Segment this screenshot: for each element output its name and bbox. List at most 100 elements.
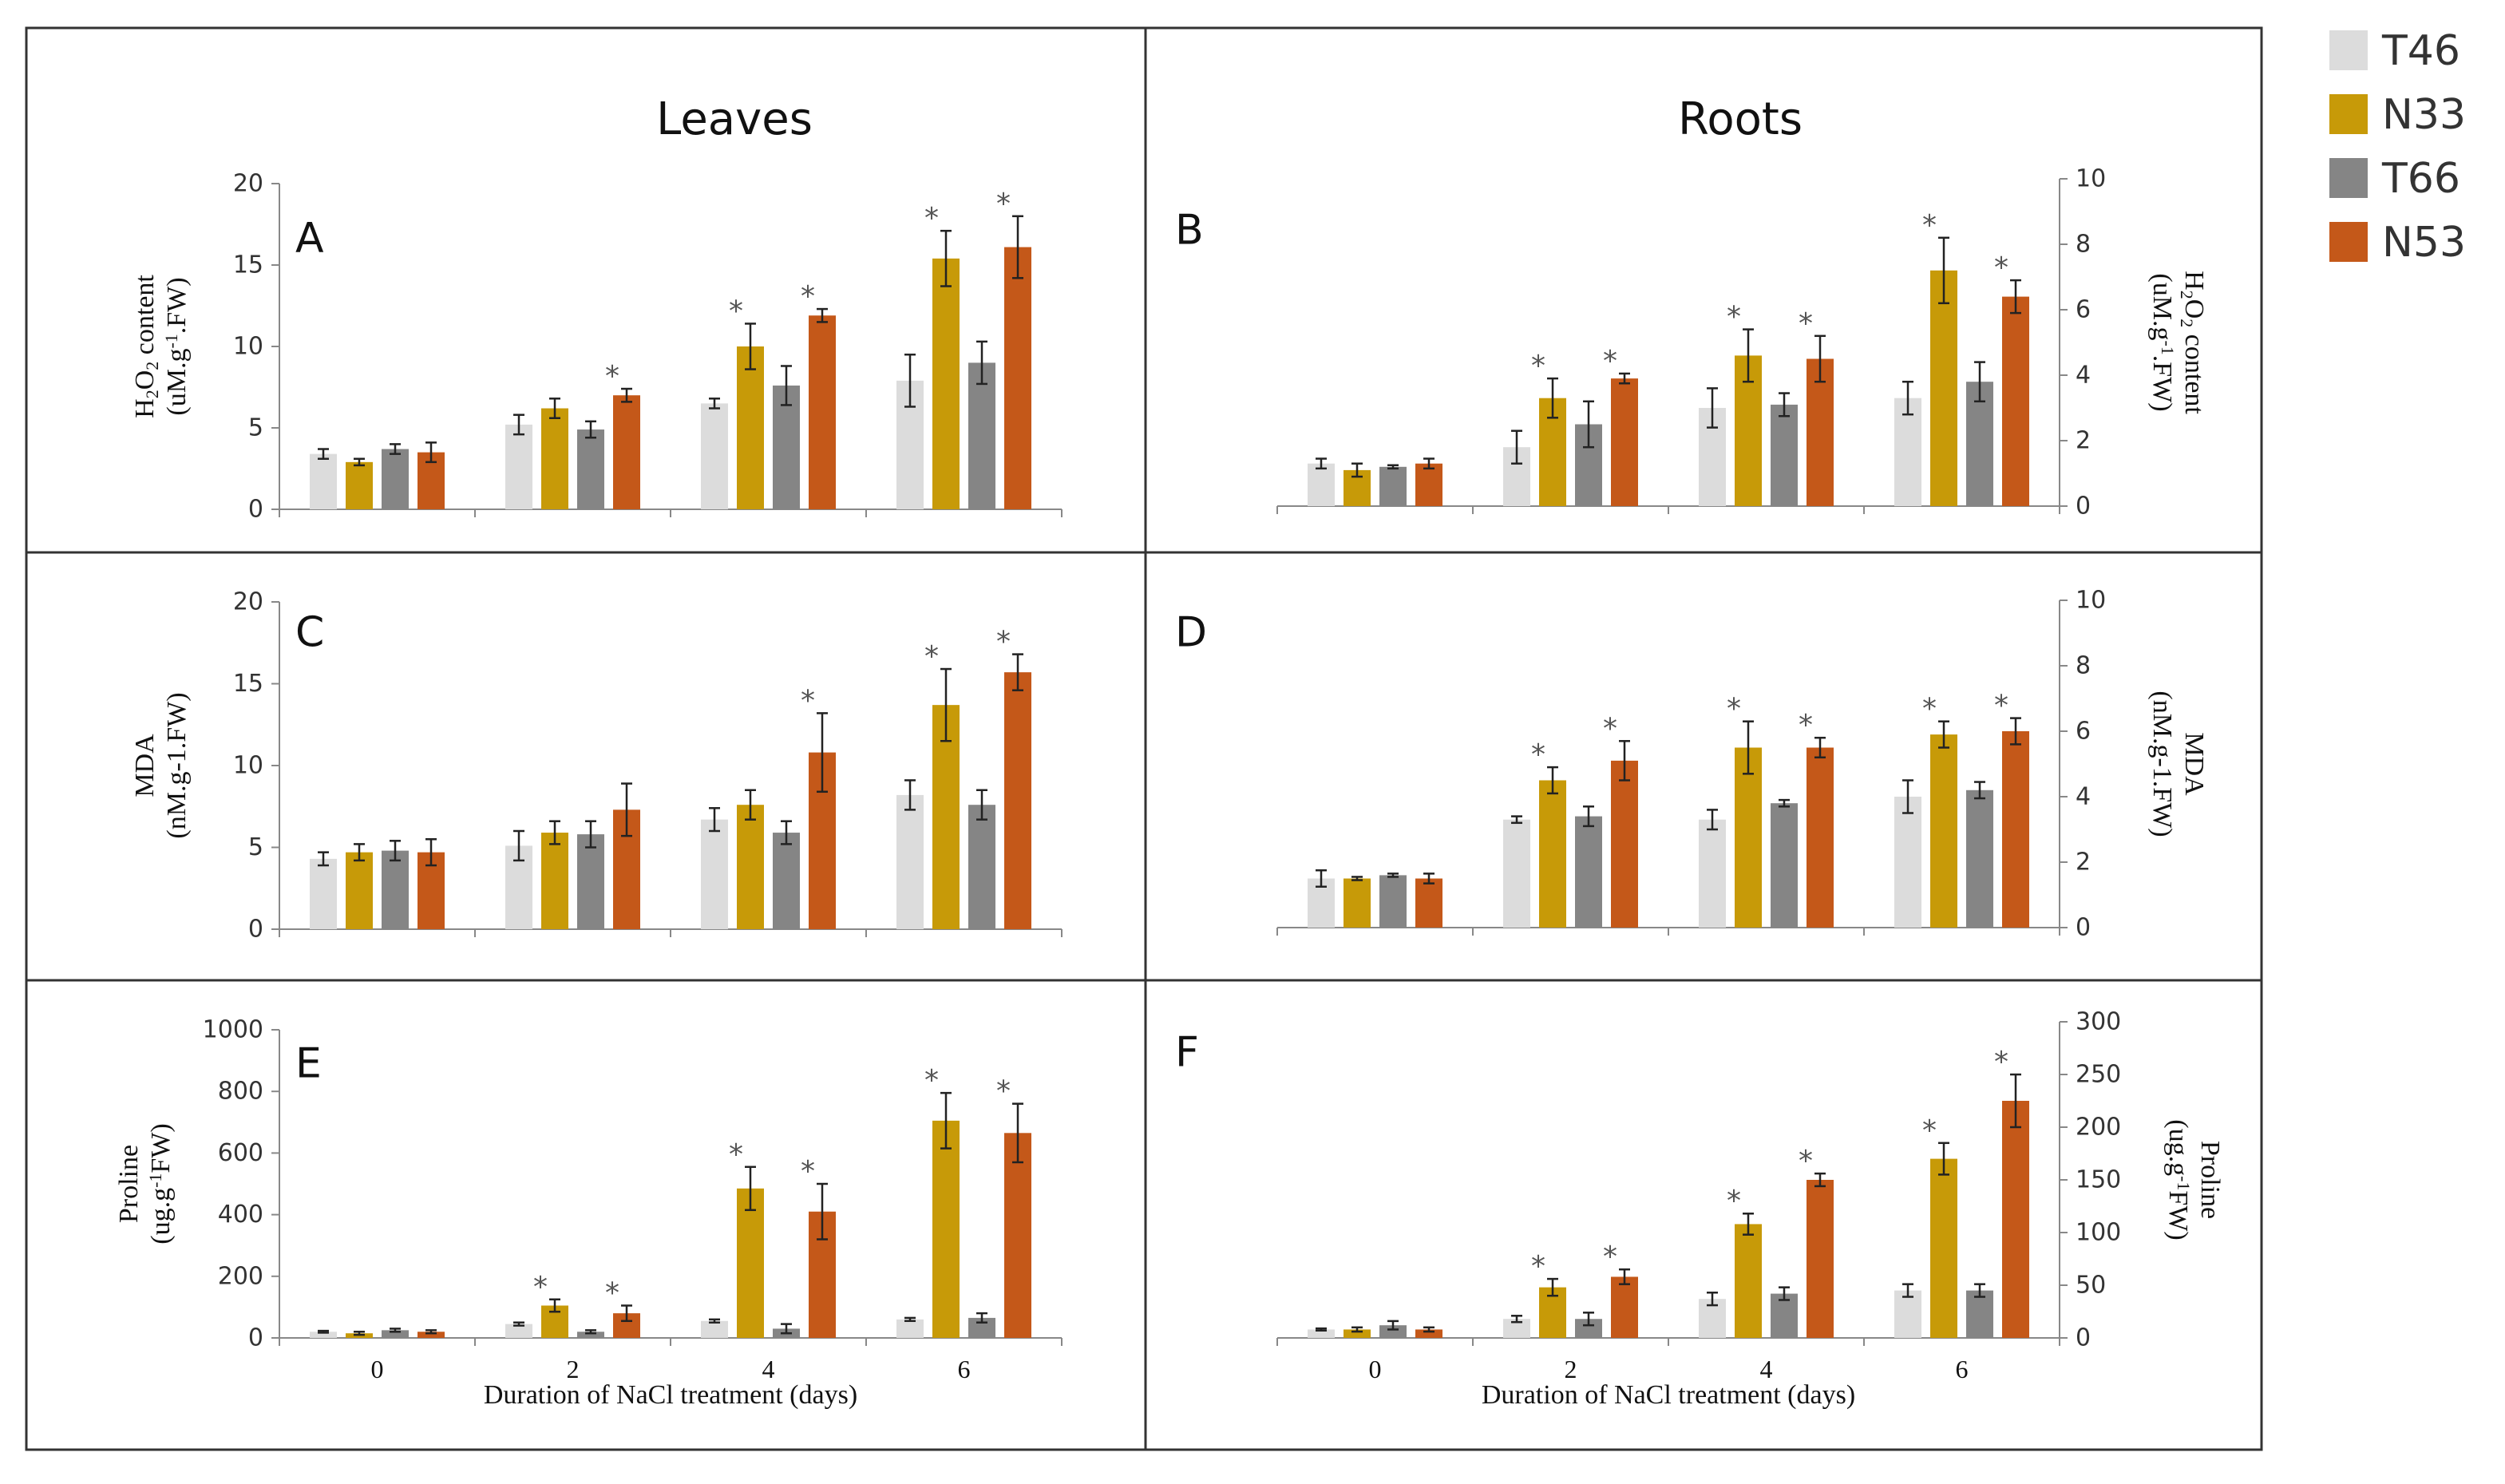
- panel-b-y-title: H2O2 content(uM.g-1.FW): [2147, 271, 2209, 414]
- panel-d-bar-t46-2: [1503, 819, 1530, 928]
- panel-d-y-tick-label: 2: [2076, 849, 2091, 877]
- panel-c-bar-t66-6: [968, 805, 995, 929]
- panel-a-y-title-line: H2O2 content: [130, 275, 162, 418]
- panel-d-y-title-line: (nM.g-1.FW): [2147, 691, 2177, 837]
- column-title-roots: Roots: [1678, 93, 1803, 145]
- panel-a-y-title-part: 2: [142, 362, 162, 370]
- panel-e-significance-marker: *: [605, 1276, 619, 1309]
- panel-d-y-tick-label: 6: [2076, 718, 2091, 746]
- panel-e-x-tick-label: 4: [762, 1355, 775, 1383]
- panel-e-x-title: Duration of NaCl treatment (days): [484, 1380, 857, 1410]
- panel-c-y-title-line: MDA: [130, 734, 160, 797]
- panel-f-significance-marker: *: [1531, 1250, 1545, 1283]
- panel-a-bar-n33-2: [541, 408, 568, 509]
- panel-a-y-tick-label: 5: [248, 414, 263, 442]
- panel-c-bar-n53-6: [1004, 672, 1031, 929]
- panel-e: E 0 200 400 600 800 1000 Proline (ug.g-1FW) 0 2 4 6 D…: [114, 1016, 1063, 1410]
- panel-b-bar-n53-6: [2002, 296, 2029, 506]
- panel-a-bar-t66-4: [773, 385, 800, 509]
- panel-a-bar-t46-4: [701, 403, 728, 509]
- panel-b-y-title-line: H2O2 content: [2178, 271, 2210, 414]
- panel-f-bar-n53-2: [1611, 1276, 1638, 1338]
- legend-swatch-t66: [2329, 158, 2368, 198]
- panel-f-bar-n53-4: [1807, 1180, 1834, 1338]
- panel-b-letter: B: [1175, 207, 1204, 255]
- panel-a-y-title-part: H: [130, 398, 160, 418]
- panel-e-y-title-part: FW): [146, 1123, 176, 1173]
- panel-e-y-tick-label: 1000: [203, 1016, 263, 1044]
- panel-c-bar-t46-6: [896, 794, 924, 929]
- panel-d-y-title-part: MDA: [2179, 732, 2209, 796]
- panel-d-significance-marker: *: [1727, 693, 1741, 726]
- panel-a-significance-marker: *: [996, 188, 1011, 220]
- panel-e-significance-marker: *: [729, 1138, 743, 1171]
- panel-f-y-tick-label: 100: [2076, 1219, 2121, 1247]
- panel-e-y-title-line: (ug.g-1FW): [145, 1123, 176, 1244]
- panel-f-y-title-line: Proline: [2195, 1141, 2225, 1219]
- panel-e-y-title-part: -1: [145, 1173, 165, 1188]
- panel-f-bar-t66-0: [1379, 1325, 1407, 1338]
- panel-e-bar-n33-4: [737, 1188, 764, 1338]
- panel-d-y-tick-label: 10: [2076, 587, 2106, 615]
- panel-f-significance-marker: *: [1922, 1114, 1937, 1147]
- panel-a-bar-n33-6: [932, 258, 960, 509]
- panel-d-bar-n33-6: [1930, 734, 1957, 928]
- panel-f-y-tick-label: 200: [2076, 1114, 2121, 1142]
- column-titles: Leaves Roots: [656, 93, 1803, 145]
- panel-b-significance-marker: *: [1799, 307, 1813, 340]
- panel-e-y-title: Proline (ug.g-1FW): [114, 1123, 176, 1244]
- panel-e-bar-t46-0: [310, 1332, 337, 1338]
- panel-e-bar-t66-0: [382, 1330, 409, 1338]
- panel-a-bar-n33-0: [346, 461, 373, 509]
- panel-e-letter: E: [295, 1040, 322, 1088]
- panel-a-y-title-part: -1: [161, 334, 181, 348]
- panel-a-y-tick-label: 15: [233, 251, 263, 279]
- panel-c-y-tick-label: 10: [233, 752, 263, 780]
- panel-b-y-tick-label: 2: [2076, 427, 2091, 455]
- legend-swatch-n53: [2329, 222, 2368, 262]
- panel-a-bar-t66-2: [577, 429, 604, 509]
- panel-f-bar-n33-4: [1735, 1224, 1762, 1338]
- panel-c-bar-t46-0: [310, 858, 337, 929]
- panel-frames: [25, 26, 2263, 1451]
- panel-e-y-title-line: Proline: [114, 1145, 144, 1223]
- panel-e-y-title-part: Proline: [114, 1145, 144, 1223]
- panel-e-bar-t66-2: [577, 1332, 604, 1338]
- panel-b-y-title-part: (uM.g: [2147, 273, 2177, 340]
- panel-b-bar-t66-0: [1379, 466, 1407, 506]
- panel-d-significance-marker: *: [1531, 738, 1545, 771]
- panel-a-bar-n53-4: [809, 315, 836, 509]
- panel-f-significance-marker: *: [1799, 1145, 1813, 1177]
- panel-e-bar-n53-6: [1004, 1133, 1031, 1338]
- panel-d-bar-n53-4: [1807, 747, 1834, 928]
- panel-f-bar-n53-0: [1415, 1329, 1442, 1338]
- panel-f-significance-marker: *: [1603, 1241, 1617, 1273]
- panel-a-bar-t66-6: [968, 362, 995, 509]
- panel-d-significance-marker: *: [1799, 709, 1813, 742]
- panel-e-x-tick-label: 2: [567, 1355, 580, 1383]
- panel-e-bar-t46-2: [505, 1324, 532, 1338]
- panel-b-y-tick-label: 6: [2076, 296, 2091, 324]
- panel-e-significance-marker: *: [801, 1155, 815, 1188]
- panel-f-x-tick-label: 0: [1369, 1355, 1382, 1383]
- panel-d-y-tick-label: 4: [2076, 783, 2091, 811]
- panel-d-significance-marker: *: [1922, 693, 1937, 726]
- panel-c-bar-n33-0: [346, 852, 373, 929]
- panel-a-y-tick-label: 10: [233, 333, 263, 361]
- panel-b-bar-n33-6: [1930, 270, 1957, 506]
- panel-a-y-title-part: content: [130, 275, 160, 362]
- legend-label-n53: N53: [2382, 219, 2466, 267]
- panel-f-x-tick-label: 6: [1956, 1355, 1969, 1383]
- panel-f-letter: F: [1175, 1029, 1199, 1077]
- panel-f-y-tick-label: 150: [2076, 1166, 2121, 1194]
- panel-b-y-title-part: content: [2179, 327, 2209, 414]
- panel-c-y-tick-label: 20: [233, 588, 263, 616]
- panel-f-y-tick-label: 0: [2076, 1324, 2091, 1352]
- panel-f-bar-t66-2: [1575, 1319, 1602, 1338]
- panel-c-y-tick-label: 5: [248, 833, 263, 861]
- panel-d-bar-n33-2: [1539, 780, 1566, 928]
- panel-c-bar-t46-4: [701, 819, 728, 929]
- panel-f-y-title-part: (ug.g: [2163, 1119, 2193, 1176]
